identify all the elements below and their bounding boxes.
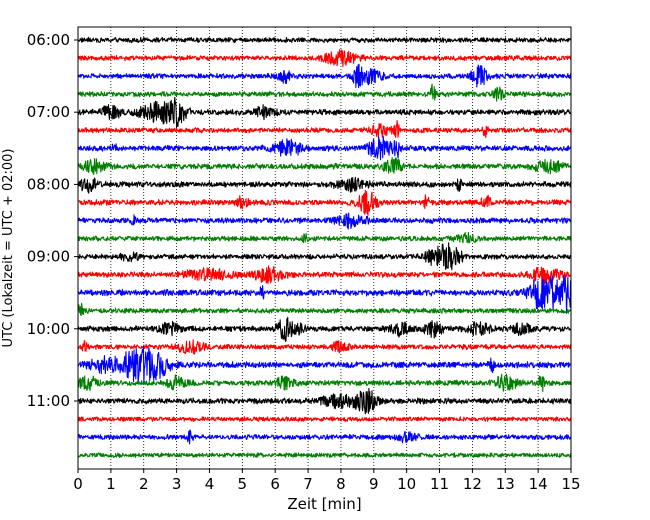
x-tick-label: 5 xyxy=(238,475,248,493)
trace-row-1130 xyxy=(77,429,572,445)
plot-area-frame xyxy=(77,26,572,470)
x-tick-label: 10 xyxy=(397,475,416,493)
x-tick-label: 2 xyxy=(139,475,149,493)
trace-row-0845 xyxy=(77,231,572,244)
x-tick-label: 6 xyxy=(270,475,280,493)
seismogram-traces xyxy=(77,36,572,459)
y-tick-label: 06:00 xyxy=(27,31,70,49)
x-tick-label: 1 xyxy=(106,475,116,493)
trace-row-0900 xyxy=(77,242,572,271)
x-tick-label: 15 xyxy=(561,475,580,493)
x-tick-label: 4 xyxy=(205,475,215,493)
plot-area-background xyxy=(78,27,571,469)
trace-row-1000 xyxy=(77,316,572,343)
x-tick-label: 14 xyxy=(529,475,548,493)
y-axis-ticks: 06:00 07:00 08:00 09:00 10:00 11:00 xyxy=(27,31,78,410)
trace-row-0600 xyxy=(77,36,572,44)
trace-row-0745 xyxy=(77,157,572,176)
trace-row-0615 xyxy=(77,48,572,68)
y-tick-label: 10:00 xyxy=(27,320,70,338)
trace-row-1045 xyxy=(77,373,572,393)
trace-row-0730 xyxy=(77,135,572,161)
y-tick-label: 11:00 xyxy=(27,392,70,410)
trace-row-0830 xyxy=(77,212,572,230)
trace-row-0645 xyxy=(77,83,572,102)
x-tick-label: 9 xyxy=(369,475,379,493)
x-tick-label: 12 xyxy=(463,475,482,493)
trace-row-0800 xyxy=(77,176,572,194)
trace-row-0630 xyxy=(77,63,572,89)
trace-row-1030 xyxy=(77,345,572,384)
x-tick-label: 7 xyxy=(303,475,313,493)
y-axis-label: UTC (Lokalzeit = UTC + 02:00) xyxy=(1,149,16,348)
y-tick-label: 09:00 xyxy=(27,248,70,266)
trace-row-0815 xyxy=(77,189,572,217)
trace-row-1115 xyxy=(77,416,572,422)
x-tick-label: 3 xyxy=(172,475,182,493)
x-axis-ticks: 0 1 2 3 4 5 6 7 8 9 10 11 12 13 14 15 xyxy=(73,469,581,493)
trace-row-1015 xyxy=(77,339,572,355)
trace-row-0930 xyxy=(77,274,572,314)
trace-row-1100 xyxy=(77,387,572,415)
trace-row-0715 xyxy=(77,119,572,139)
x-tick-label: 0 xyxy=(73,475,83,493)
x-tick-label: 8 xyxy=(336,475,346,493)
trace-row-0700 xyxy=(77,96,572,129)
y-tick-label: 08:00 xyxy=(27,175,70,193)
x-tick-label: 13 xyxy=(496,475,515,493)
y-tick-label: 07:00 xyxy=(27,103,70,121)
x-axis-label: Zeit [min] xyxy=(287,495,361,513)
x-tick-label: 11 xyxy=(430,475,449,493)
trace-row-0915 xyxy=(77,265,572,285)
trace-row-1145 xyxy=(77,452,572,459)
trace-row-0945 xyxy=(77,302,572,317)
